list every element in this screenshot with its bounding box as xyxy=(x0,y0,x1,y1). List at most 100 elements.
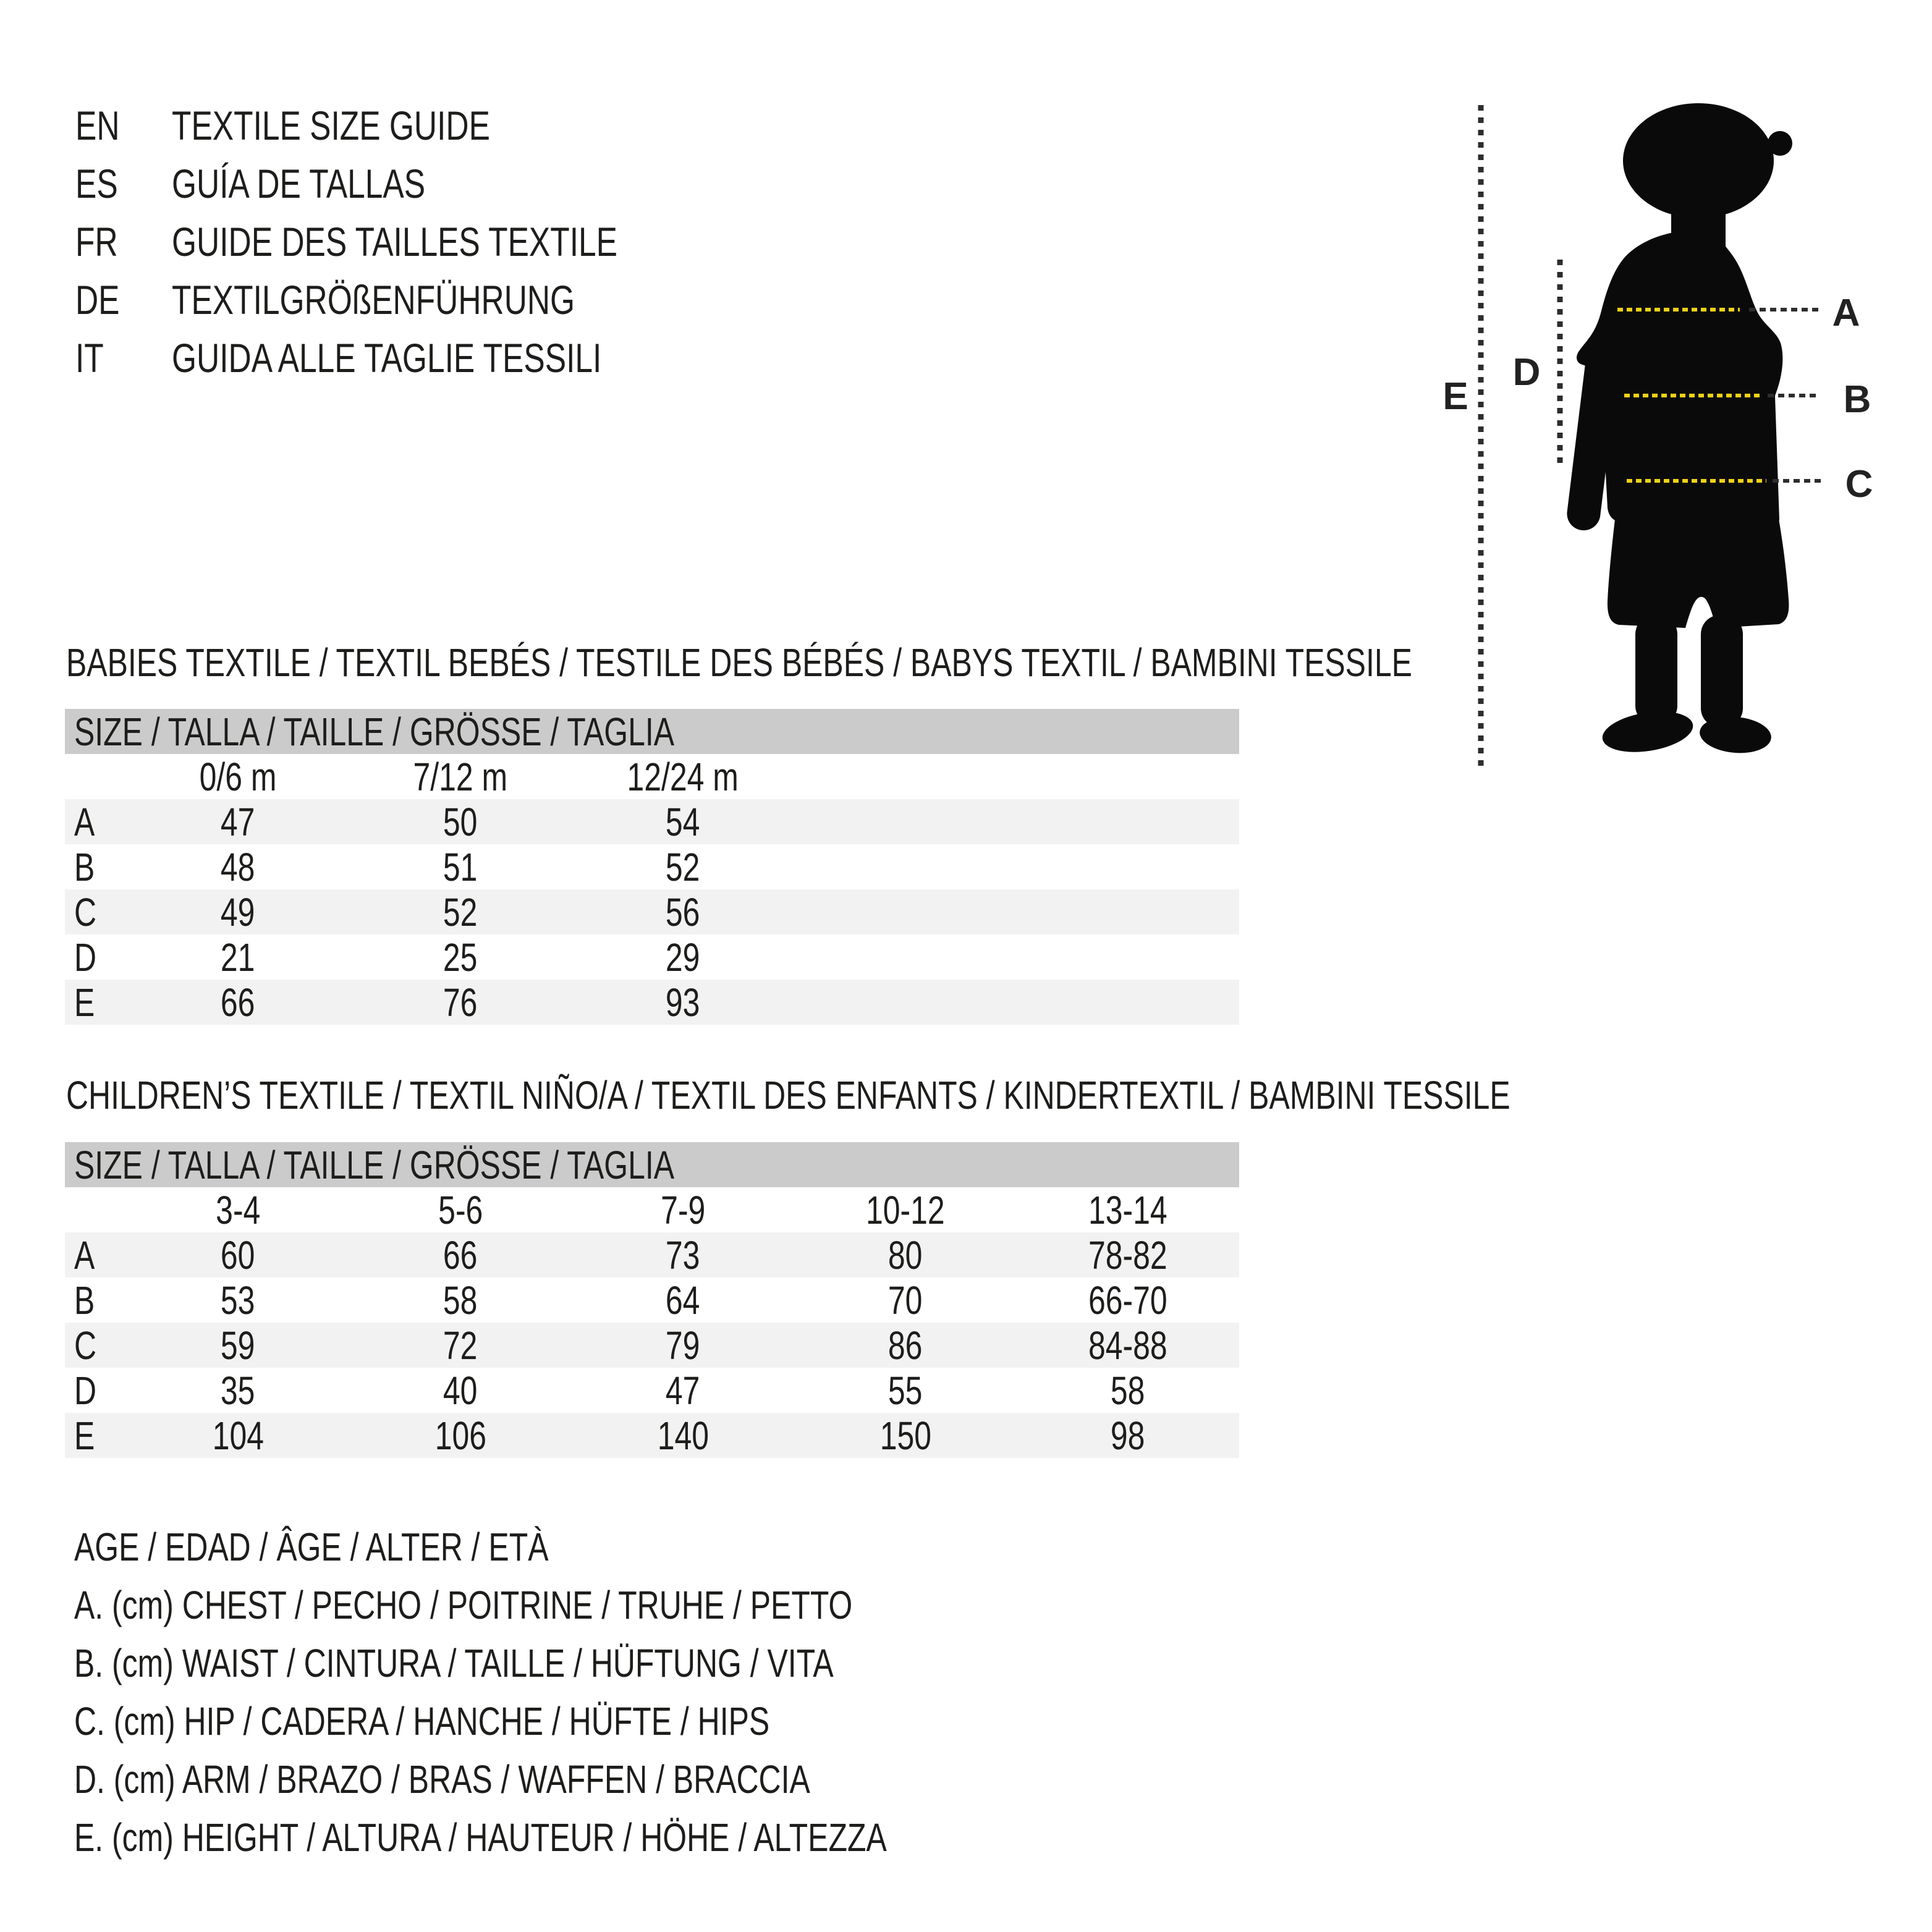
table-cell: 140 xyxy=(657,1413,709,1458)
table-row: D 35 40 47 55 58 xyxy=(65,1368,1239,1413)
child-silhouette xyxy=(1567,103,1792,753)
measurement-figure-diagram: A B C D E xyxy=(1443,103,1873,769)
table-cell: 53 xyxy=(221,1278,255,1323)
table-cell: 106 xyxy=(434,1413,486,1458)
babies-size-table: SIZE / TALLA / TAILLE / GRÖSSE / TAGLIA … xyxy=(65,709,1239,1025)
page-title-fr: GUIDE DES TAILLES TEXTILE xyxy=(172,219,617,265)
table-cell: 70 xyxy=(888,1278,923,1323)
language-row: EN TEXTILE SIZE GUIDE xyxy=(75,96,743,155)
table-cell: 104 xyxy=(212,1413,264,1458)
table-row: C 59 72 79 86 84-88 xyxy=(65,1323,1239,1368)
table-cell: 49 xyxy=(221,890,255,934)
measurement-legend: AGE / EDAD / ÂGE / ALTER / ETÀ A. (cm) C… xyxy=(74,1518,1116,1866)
table-row: A 60 66 73 80 78-82 xyxy=(65,1232,1239,1277)
language-code: ES xyxy=(75,161,118,206)
table-cell: 25 xyxy=(443,935,478,980)
language-code: FR xyxy=(75,219,118,265)
language-row: ES GUÍA DE TALLAS xyxy=(75,155,743,213)
table-cell: 54 xyxy=(666,800,700,844)
table-cell: 64 xyxy=(666,1278,700,1323)
column-header-row: 3-4 5-6 7-9 10-12 13-14 xyxy=(65,1187,1239,1232)
column-header: 7-9 xyxy=(660,1188,706,1232)
size-header-bar: SIZE / TALLA / TAILLE / GRÖSSE / TAGLIA xyxy=(65,1142,1239,1187)
row-label: B xyxy=(74,1278,95,1323)
language-code: DE xyxy=(75,277,120,323)
row-label: C xyxy=(74,1323,97,1368)
legend-age: AGE / EDAD / ÂGE / ALTER / ETÀ xyxy=(74,1525,549,1569)
row-label: E xyxy=(74,980,95,1025)
table-cell: 50 xyxy=(443,800,478,844)
table-cell: 66 xyxy=(443,1233,478,1277)
table-cell: 52 xyxy=(443,890,478,934)
table-cell: 59 xyxy=(221,1323,255,1368)
row-label: A xyxy=(74,800,95,844)
table-cell: 40 xyxy=(443,1368,478,1413)
table-cell: 79 xyxy=(666,1323,700,1368)
table-cell: 66-70 xyxy=(1088,1278,1167,1323)
column-header: 13-14 xyxy=(1088,1188,1167,1232)
babies-section-title: BABIES TEXTILE / TEXTIL BEBÉS / TESTILE … xyxy=(66,640,1412,685)
table-cell: 48 xyxy=(221,845,255,889)
legend-arm: D. (cm) ARM / BRAZO / BRAS / WAFFEN / BR… xyxy=(74,1757,810,1802)
table-row: B 48 51 52 xyxy=(65,844,1239,889)
row-label: D xyxy=(74,935,97,980)
size-header-bar: SIZE / TALLA / TAILLE / GRÖSSE / TAGLIA xyxy=(65,709,1239,754)
page-title: TEXTILE SIZE GUIDE xyxy=(172,103,490,148)
table-cell: 66 xyxy=(221,980,255,1025)
page-title-it: GUIDA ALLE TAGLIE TESSILI xyxy=(172,335,602,381)
table-cell: 72 xyxy=(443,1323,478,1368)
table-row: C 49 52 56 xyxy=(65,889,1239,934)
language-row: DE TEXTILGRÖßENFÜHRUNG xyxy=(75,271,743,329)
language-code: EN xyxy=(75,103,120,148)
table-row: E 104 106 140 150 98 xyxy=(65,1413,1239,1458)
column-header: 5-6 xyxy=(438,1188,483,1232)
legend-hip: C. (cm) HIP / CADERA / HANCHE / HÜFTE / … xyxy=(74,1699,770,1743)
row-label: D xyxy=(74,1368,97,1413)
measure-label-d: D xyxy=(1513,351,1541,394)
table-cell: 76 xyxy=(443,980,478,1025)
row-label: C xyxy=(74,890,97,934)
column-header-row: 0/6 m 7/12 m 12/24 m xyxy=(65,754,1239,799)
table-cell: 60 xyxy=(221,1233,255,1277)
measure-label-c: C xyxy=(1845,463,1873,506)
language-row: IT GUIDA ALLE TAGLIE TESSILI xyxy=(75,329,743,387)
table-cell: 80 xyxy=(888,1233,923,1277)
language-row: FR GUIDE DES TAILLES TEXTILE xyxy=(75,213,743,271)
column-header: 10-12 xyxy=(866,1188,945,1232)
page-title-es: GUÍA DE TALLAS xyxy=(172,161,426,206)
table-cell: 84-88 xyxy=(1088,1323,1167,1368)
table-row: A 47 50 54 xyxy=(65,799,1239,844)
legend-chest: A. (cm) CHEST / PECHO / POITRINE / TRUHE… xyxy=(74,1583,853,1627)
row-label: A xyxy=(74,1233,95,1277)
table-cell: 21 xyxy=(221,935,255,980)
column-header: 3-4 xyxy=(215,1188,261,1232)
measure-label-a: A xyxy=(1832,292,1860,334)
column-header: 12/24 m xyxy=(627,755,739,799)
legend-height: E. (cm) HEIGHT / ALTURA / HAUTEUR / HÖHE… xyxy=(74,1815,887,1860)
column-header: 0/6 m xyxy=(199,755,277,799)
table-cell: 150 xyxy=(879,1413,931,1458)
table-cell: 47 xyxy=(221,800,255,844)
table-cell: 86 xyxy=(888,1323,923,1368)
table-cell: 98 xyxy=(1111,1413,1145,1458)
table-cell: 58 xyxy=(1111,1368,1145,1413)
table-row: E 66 76 93 xyxy=(65,980,1239,1025)
row-label: B xyxy=(74,845,95,889)
children-size-table: SIZE / TALLA / TAILLE / GRÖSSE / TAGLIA … xyxy=(65,1142,1239,1458)
language-code: IT xyxy=(75,335,104,381)
table-cell: 78-82 xyxy=(1088,1233,1167,1277)
table-row: B 53 58 64 70 66-70 xyxy=(65,1277,1239,1323)
table-cell: 58 xyxy=(443,1278,478,1323)
measure-label-e: E xyxy=(1443,375,1468,418)
table-cell: 47 xyxy=(666,1368,700,1413)
table-cell: 52 xyxy=(666,845,700,889)
language-header: EN TEXTILE SIZE GUIDE ES GUÍA DE TALLAS … xyxy=(75,96,743,387)
table-cell: 55 xyxy=(888,1368,923,1413)
table-cell: 56 xyxy=(666,890,700,934)
legend-waist: B. (cm) WAIST / CINTURA / TAILLE / HÜFTU… xyxy=(74,1641,834,1685)
row-label: E xyxy=(74,1413,95,1458)
measure-label-b: B xyxy=(1844,378,1871,421)
page-title-de: TEXTILGRÖßENFÜHRUNG xyxy=(172,277,575,323)
table-cell: 93 xyxy=(666,980,700,1025)
